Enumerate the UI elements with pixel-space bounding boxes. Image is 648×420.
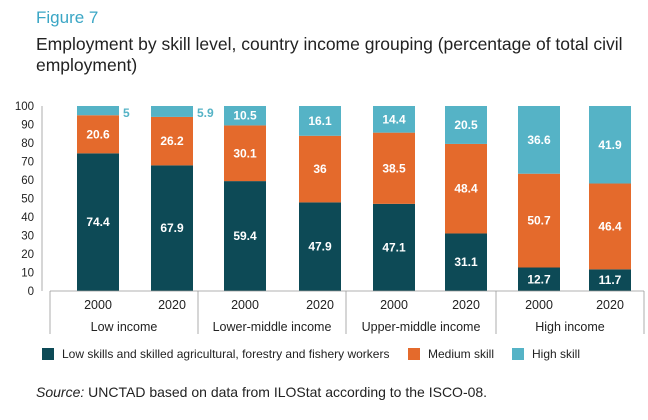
data-label-low: 59.4 bbox=[233, 229, 257, 243]
bar-low bbox=[373, 203, 415, 291]
group-label: Lower-middle income bbox=[213, 320, 332, 334]
y-tick-label: 90 bbox=[21, 120, 34, 132]
bar-medium bbox=[151, 116, 193, 166]
data-label-low: 47.1 bbox=[382, 240, 406, 254]
y-tick-label: 10 bbox=[21, 268, 34, 280]
bar-medium bbox=[518, 173, 560, 268]
y-tick-label: 40 bbox=[21, 212, 34, 224]
data-label-medium: 46.4 bbox=[598, 219, 622, 233]
x-tick-label: 2000 bbox=[84, 298, 112, 312]
bar-medium bbox=[445, 143, 487, 234]
data-label-low: 31.1 bbox=[454, 255, 478, 269]
x-tick-label: 2000 bbox=[525, 298, 553, 312]
bar-low bbox=[299, 202, 341, 291]
y-tick-label: 60 bbox=[21, 175, 34, 187]
source-prefix: Source: bbox=[36, 384, 85, 400]
bar-medium bbox=[373, 132, 415, 204]
group-label: Low income bbox=[91, 320, 158, 334]
data-label-medium: 36 bbox=[313, 162, 327, 176]
data-label-medium: 38.5 bbox=[382, 161, 406, 175]
group-label: Upper-middle income bbox=[362, 320, 481, 334]
legend-swatch-low bbox=[42, 348, 54, 360]
legend-label-low: Low skills and skilled agricultural, for… bbox=[62, 347, 389, 361]
bar-low bbox=[589, 269, 631, 291]
source-text: UNCTAD based on data from ILOStat accord… bbox=[84, 384, 488, 400]
bar-low bbox=[224, 181, 266, 291]
bar-medium bbox=[589, 183, 631, 270]
legend-label-high: High skill bbox=[532, 347, 580, 361]
x-tick-label: 2000 bbox=[231, 298, 259, 312]
bar-high bbox=[518, 106, 560, 174]
data-label-high: 14.4 bbox=[382, 112, 406, 126]
y-tick-label: 70 bbox=[21, 157, 34, 169]
data-label-medium: 26.2 bbox=[160, 134, 184, 148]
data-label-low: 74.4 bbox=[86, 215, 110, 229]
x-tick-label: 2020 bbox=[452, 298, 480, 312]
bar-medium bbox=[224, 125, 266, 182]
y-tick-label: 100 bbox=[15, 101, 34, 113]
data-label-medium: 20.6 bbox=[86, 127, 110, 141]
data-label-high: 20.5 bbox=[454, 118, 478, 132]
y-tick-label: 80 bbox=[21, 138, 34, 150]
bar-high bbox=[445, 106, 487, 144]
bar-high bbox=[299, 106, 341, 136]
y-tick-label: 20 bbox=[21, 249, 34, 261]
legend-swatch-high bbox=[512, 348, 524, 360]
x-tick-label: 2020 bbox=[158, 298, 186, 312]
bar-low bbox=[77, 153, 119, 291]
data-label-low: 11.7 bbox=[599, 273, 622, 287]
data-label-high: 10.5 bbox=[233, 109, 257, 123]
data-label-medium: 48.4 bbox=[454, 182, 478, 196]
bar-low bbox=[518, 267, 560, 291]
source-note: Source: UNCTAD based on data from ILOSta… bbox=[36, 384, 487, 400]
x-tick-label: 2000 bbox=[380, 298, 408, 312]
bar-high bbox=[151, 106, 193, 117]
data-label-low: 47.9 bbox=[308, 240, 332, 254]
legend-swatch-medium bbox=[408, 348, 420, 360]
bar-high bbox=[373, 106, 415, 133]
data-label-medium: 30.1 bbox=[233, 146, 257, 160]
bar-low bbox=[445, 233, 487, 291]
y-tick-label: 0 bbox=[28, 286, 34, 298]
figure-label: Figure 7 bbox=[36, 8, 99, 27]
chart-title: Employment by skill level, country incom… bbox=[36, 34, 623, 75]
x-tick-label: 2020 bbox=[596, 298, 624, 312]
data-label-low: 67.9 bbox=[160, 221, 184, 235]
bar-medium bbox=[77, 115, 119, 154]
data-label-high: 16.1 bbox=[308, 114, 332, 128]
bar-high bbox=[589, 106, 631, 184]
legend-label-medium: Medium skill bbox=[428, 347, 494, 361]
bar-medium bbox=[299, 135, 341, 203]
bar-high bbox=[224, 106, 266, 126]
data-label-high: 5.9 bbox=[197, 106, 214, 120]
data-label-high: 41.9 bbox=[598, 138, 622, 152]
y-tick-label: 50 bbox=[21, 194, 34, 206]
data-label-medium: 50.7 bbox=[527, 214, 551, 228]
group-label: High income bbox=[535, 320, 605, 334]
bar-low bbox=[151, 165, 193, 291]
y-tick-label: 30 bbox=[21, 231, 34, 243]
data-label-high: 36.6 bbox=[527, 133, 551, 147]
data-label-low: 12.7 bbox=[527, 272, 551, 286]
data-label-high: 5 bbox=[123, 106, 130, 120]
x-tick-label: 2020 bbox=[306, 298, 334, 312]
bar-high bbox=[77, 106, 119, 116]
